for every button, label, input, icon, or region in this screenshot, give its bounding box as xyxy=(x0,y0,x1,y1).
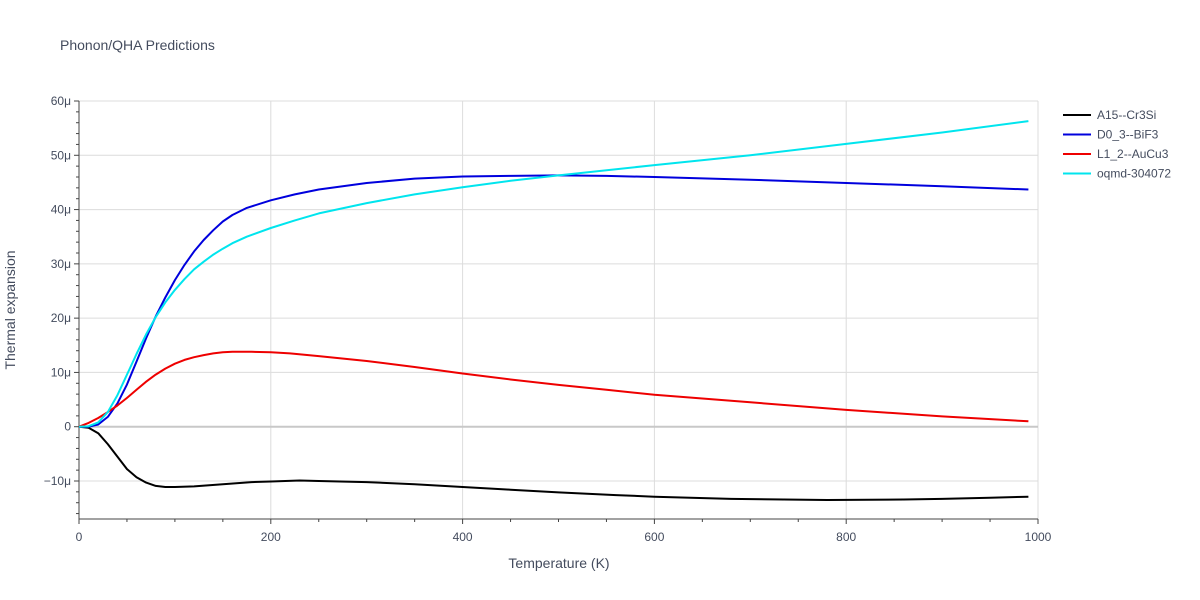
chart-title: Phonon/QHA Predictions xyxy=(60,37,215,53)
legend-label: L1_2--AuCu3 xyxy=(1097,147,1169,161)
legend-label: oqmd-304072 xyxy=(1097,167,1171,181)
series-line-2 xyxy=(79,174,1029,428)
y-tick-label: 20μ xyxy=(51,311,71,325)
series-line-4 xyxy=(78,120,1029,428)
x-axis-title: Temperature (K) xyxy=(508,555,609,571)
y-tick-label: 10μ xyxy=(51,365,71,379)
y-tick-label: 60μ xyxy=(51,94,71,108)
series-line-1 xyxy=(78,425,1029,501)
legend-label: D0_3--BiF3 xyxy=(1097,128,1159,142)
x-tick-label: 800 xyxy=(836,530,856,544)
y-tick-label: 50μ xyxy=(51,148,71,162)
x-tick-label: 1000 xyxy=(1025,530,1052,544)
y-tick-label: 0 xyxy=(64,420,71,434)
y-tick-label: 40μ xyxy=(51,203,71,217)
x-tick-label: 400 xyxy=(453,530,473,544)
legend-label: A15--Cr3Si xyxy=(1097,108,1156,122)
y-tick-label: −10μ xyxy=(44,474,71,488)
x-tick-label: 600 xyxy=(644,530,664,544)
axes: 0 200 400 600 800 1000 −10μ 0 10μ 20μ 30μ 40μ 50μ 60μ xyxy=(44,94,1052,544)
x-tick-label: 200 xyxy=(261,530,281,544)
x-tick-label: 0 xyxy=(76,530,83,544)
y-tick-label: 30μ xyxy=(51,257,71,271)
gridlines xyxy=(79,100,1039,519)
legend: A15--Cr3Si D0_3--BiF3 L1_2--AuCu3 oqmd-3040… xyxy=(1063,108,1171,181)
y-axis-title: Thermal expansion xyxy=(2,250,18,369)
series-line-3 xyxy=(78,350,1029,428)
series-lines xyxy=(78,120,1029,501)
